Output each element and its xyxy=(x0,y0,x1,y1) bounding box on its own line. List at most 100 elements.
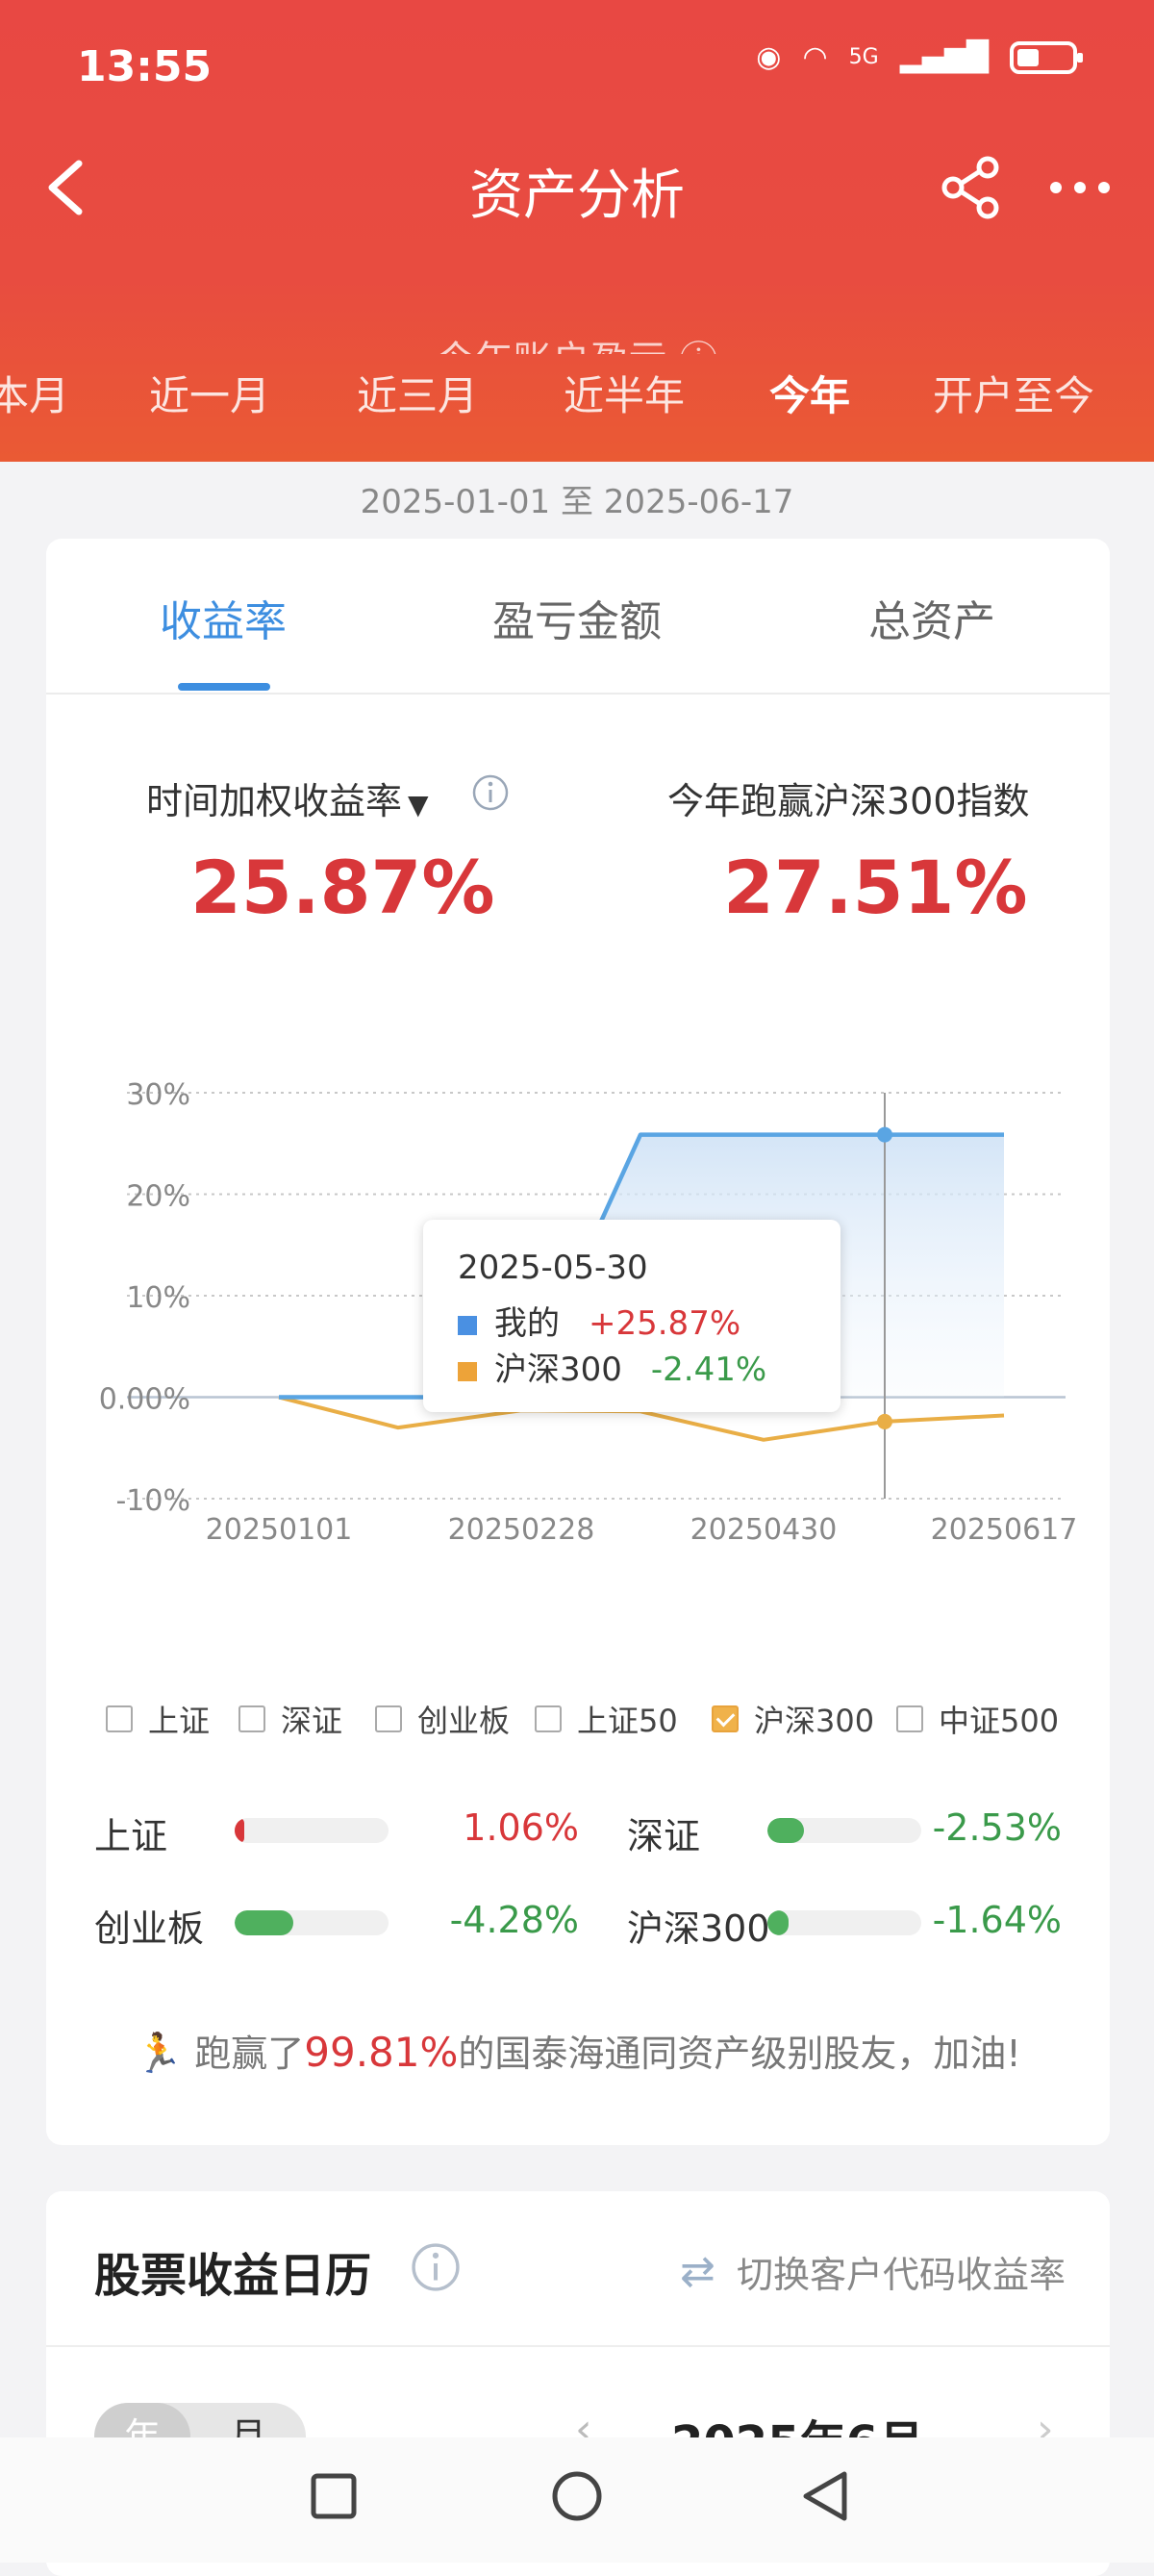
x-tick-label: 20250101 xyxy=(206,1513,353,1547)
legend-square-csi300 xyxy=(458,1361,477,1381)
more-icon[interactable] xyxy=(1046,168,1114,207)
switch-client-code-link[interactable]: ⇄ 切换客户代码收益率 xyxy=(680,2245,1066,2298)
index-bar-csi300 xyxy=(767,1910,921,1935)
twr-label: 时间加权收益率 xyxy=(146,780,403,822)
compare-check-4[interactable]: 沪深300 xyxy=(712,1697,874,1741)
twr-selector[interactable]: 时间加权收益率 ▼ xyxy=(146,771,429,824)
checkbox[interactable] xyxy=(896,1705,923,1732)
checkbox[interactable] xyxy=(375,1705,402,1732)
compare-check-1[interactable]: 深证 xyxy=(238,1697,342,1741)
home-icon[interactable] xyxy=(529,2437,625,2563)
checkbox-label: 上证 xyxy=(148,1703,211,1739)
page-title: 资产分析 xyxy=(469,164,685,227)
wifi-icon: ◠ xyxy=(802,40,828,74)
index-value-szse: -2.53% xyxy=(932,1806,1062,1849)
divider xyxy=(46,2345,1110,2347)
signal-icon: ▂▄▆█ xyxy=(899,40,989,74)
x-tick-label: 20250430 xyxy=(690,1513,838,1547)
cursor-point-mine xyxy=(877,1126,892,1143)
index-bar-sse xyxy=(235,1818,389,1843)
tab-this-year[interactable]: 今年 xyxy=(769,372,851,419)
switch-icon: ⇄ xyxy=(680,2247,715,2296)
checkbox-label: 中证500 xyxy=(939,1703,1060,1739)
period-tabs: 本月 近一月 近三月 近半年 今年 开户至今 xyxy=(0,364,1154,441)
info-icon[interactable] xyxy=(471,773,510,812)
signal-label: 5G xyxy=(848,45,879,69)
y-tick-label: 0.00% xyxy=(99,1383,190,1417)
checkbox-label: 上证50 xyxy=(577,1703,678,1739)
index-fill-szse xyxy=(767,1818,805,1843)
tab-profit-loss[interactable]: 盈亏金额 xyxy=(492,597,662,646)
tooltip-date: 2025-05-30 xyxy=(458,1249,648,1287)
back-nav-icon[interactable] xyxy=(777,2437,873,2563)
compare-check-2[interactable]: 创业板 xyxy=(375,1697,510,1741)
tooltip-name-csi300: 沪深300 xyxy=(494,1351,622,1389)
back-icon[interactable] xyxy=(38,154,96,221)
status-time: 13:55 xyxy=(77,42,213,91)
calendar-title: 股票收益日历 xyxy=(94,2249,372,2303)
x-tick-label: 20250617 xyxy=(931,1513,1078,1547)
tooltip-name-mine: 我的 xyxy=(494,1304,560,1343)
switch-label: 切换客户代码收益率 xyxy=(736,2254,1066,2296)
index-fill-chinext xyxy=(235,1910,293,1935)
recents-icon[interactable] xyxy=(285,2437,381,2563)
checkbox[interactable] xyxy=(238,1705,265,1732)
index-value-sse: 1.06% xyxy=(463,1806,579,1849)
y-tick-label: 10% xyxy=(126,1281,190,1315)
twr-value: 25.87% xyxy=(190,845,495,930)
tab-last-month[interactable]: 近一月 xyxy=(149,372,271,419)
index-value-chinext: -4.28% xyxy=(449,1899,579,1941)
hd-icon: ◉ xyxy=(756,40,782,74)
metric-tabs: 收益率 盈亏金额 总资产 xyxy=(46,539,1110,695)
y-tick-label: 20% xyxy=(126,1180,190,1214)
return-card: 收益率 盈亏金额 总资产 时间加权收益率 ▼ 25.87% 今年跑赢沪深300指数… xyxy=(46,539,1110,2145)
index-fill-csi300 xyxy=(767,1910,790,1935)
tooltip-row-mine: 我的 +25.87% xyxy=(458,1297,740,1344)
beat-index-label: 今年跑赢沪深300指数 xyxy=(667,780,1030,822)
cursor-point-csi300 xyxy=(877,1413,892,1429)
checkbox-label: 创业板 xyxy=(417,1703,511,1739)
system-nav-bar xyxy=(0,2437,1154,2563)
index-bar-chinext xyxy=(235,1910,389,1935)
index-value-csi300: -1.64% xyxy=(932,1899,1062,1941)
index-name-csi300: 沪深300 xyxy=(627,1907,770,1950)
index-name-chinext: 创业板 xyxy=(94,1907,205,1950)
compare-checkboxes: 上证 深证 创业板 上证50 沪深300 中证500 xyxy=(106,1697,1087,1745)
tab-return-rate[interactable]: 收益率 xyxy=(160,597,287,646)
tooltip-row-csi300: 沪深300 -2.41% xyxy=(458,1343,766,1390)
beat-peers-line: 🏃 跑赢了99.81%的国泰海通同资产级别股友，加油! xyxy=(46,2024,1110,2077)
compare-check-3[interactable]: 上证50 xyxy=(535,1697,678,1741)
account-pnl-hint: 今年账户盈亏 ⓘ xyxy=(0,327,1154,354)
checkbox-label: 沪深300 xyxy=(754,1703,875,1739)
tab-total-assets[interactable]: 总资产 xyxy=(868,597,995,646)
checkbox[interactable] xyxy=(106,1705,133,1732)
battery-icon xyxy=(1010,40,1083,74)
tab-last-half-year[interactable]: 近半年 xyxy=(564,372,686,419)
share-icon[interactable] xyxy=(938,154,1005,221)
tab-since-opening[interactable]: 开户至今 xyxy=(933,372,1095,419)
beat-suffix: 的国泰海通同资产级别股友，加油! xyxy=(458,2033,1021,2075)
index-name-sse: 上证 xyxy=(94,1815,168,1857)
index-bar-szse xyxy=(767,1818,921,1843)
tab-indicator xyxy=(178,683,270,691)
compare-check-0[interactable]: 上证 xyxy=(106,1697,210,1741)
y-tick-label: -10% xyxy=(115,1484,190,1518)
index-fill-sse xyxy=(235,1818,244,1843)
tab-this-month[interactable]: 本月 xyxy=(0,372,70,419)
index-name-szse: 深证 xyxy=(627,1815,701,1857)
compare-check-5[interactable]: 中证500 xyxy=(896,1697,1059,1741)
date-range: 2025-01-01 至 2025-06-17 xyxy=(360,483,794,521)
legend-square-mine xyxy=(458,1315,477,1335)
tooltip-value-mine: +25.87% xyxy=(589,1304,741,1343)
calendar-info-icon[interactable] xyxy=(410,2241,462,2293)
checkbox[interactable] xyxy=(712,1705,739,1732)
checkbox[interactable] xyxy=(535,1705,562,1732)
dropdown-caret-icon: ▼ xyxy=(408,789,429,821)
beat-index-value: 27.51% xyxy=(723,845,1028,930)
status-icons: ◉ ◠ 5G ▂▄▆█ xyxy=(756,40,1083,74)
chart-tooltip: 2025-05-30 我的 +25.87% 沪深300 -2.41% xyxy=(423,1220,840,1412)
checkbox-label: 深证 xyxy=(281,1703,343,1739)
x-tick-label: 20250228 xyxy=(448,1513,595,1547)
tab-last-three-months[interactable]: 近三月 xyxy=(357,372,479,419)
beat-prefix: 跑赢了 xyxy=(194,2033,305,2075)
